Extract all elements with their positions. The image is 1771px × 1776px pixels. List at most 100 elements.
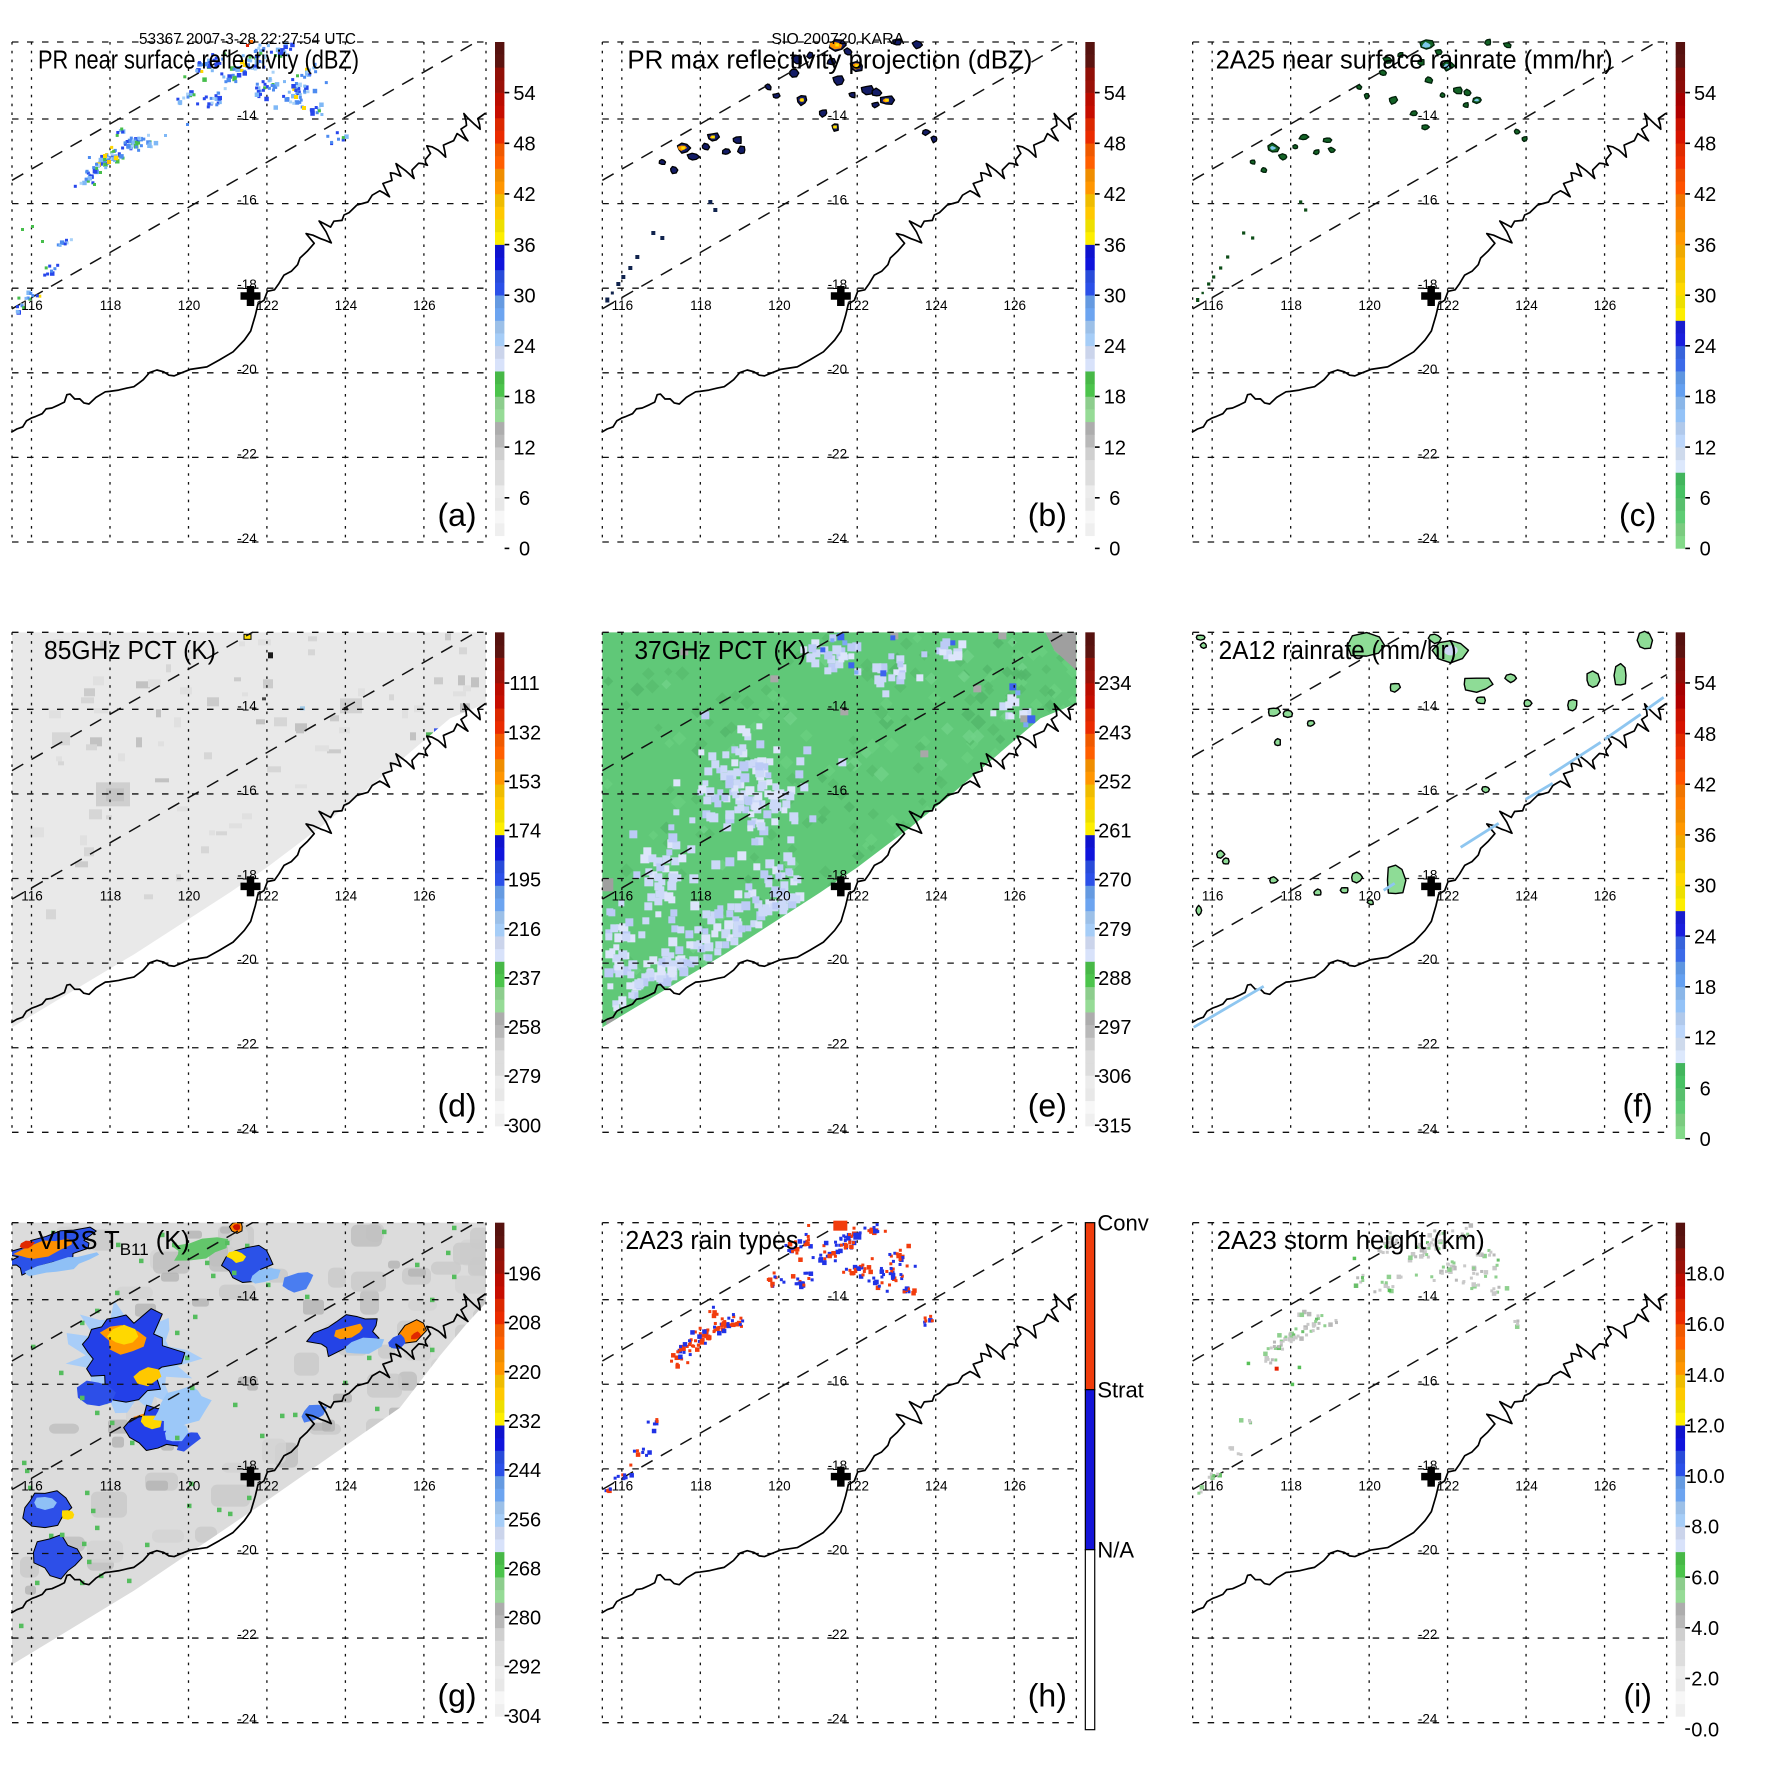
svg-text:297: 297 xyxy=(1098,1017,1131,1039)
svg-text:N/A: N/A xyxy=(1097,1538,1134,1563)
svg-text:2A25 near surface rainrate (mm: 2A25 near surface rainrate (mm/hr) xyxy=(1216,47,1613,75)
svg-text:220: 220 xyxy=(508,1362,541,1384)
svg-text:6.0: 6.0 xyxy=(1691,1567,1719,1589)
svg-text:24: 24 xyxy=(1694,926,1716,948)
svg-text:Conv: Conv xyxy=(1097,1211,1148,1236)
svg-text:315: 315 xyxy=(1098,1115,1131,1137)
svg-text:30: 30 xyxy=(1694,876,1716,898)
svg-text:36: 36 xyxy=(1104,235,1126,257)
svg-text:304: 304 xyxy=(508,1706,541,1728)
svg-text:279: 279 xyxy=(1098,919,1131,941)
svg-text:30: 30 xyxy=(1694,285,1716,307)
svg-text:195: 195 xyxy=(508,870,541,892)
svg-text:24: 24 xyxy=(1694,336,1716,358)
svg-text:42: 42 xyxy=(513,184,535,206)
svg-text:2A12 rainrate (mm/hr): 2A12 rainrate (mm/hr) xyxy=(1219,637,1457,665)
svg-text:232: 232 xyxy=(508,1411,541,1433)
svg-text:VIRS TB11 (K): VIRS TB11 (K) xyxy=(38,1227,190,1259)
svg-text:PR max reflectivity projection: PR max reflectivity projection (dBZ) xyxy=(627,47,1032,75)
svg-text:42: 42 xyxy=(1694,774,1716,796)
svg-text:252: 252 xyxy=(1098,772,1131,794)
svg-text:(e): (e) xyxy=(1028,1087,1067,1123)
svg-text:258: 258 xyxy=(508,1017,541,1039)
svg-text:14.0: 14.0 xyxy=(1686,1365,1725,1387)
svg-text:48: 48 xyxy=(513,134,535,156)
svg-text:36: 36 xyxy=(513,235,535,257)
svg-text:270: 270 xyxy=(1098,870,1131,892)
svg-text:18: 18 xyxy=(513,387,535,409)
svg-text:244: 244 xyxy=(508,1460,541,1482)
svg-text:53367 2007-3-28 22:27:54 UTC: 53367 2007-3-28 22:27:54 UTC xyxy=(139,31,356,48)
svg-text:279: 279 xyxy=(508,1066,541,1088)
svg-text:10.0: 10.0 xyxy=(1686,1466,1725,1488)
svg-text:0: 0 xyxy=(1700,539,1711,561)
svg-text:256: 256 xyxy=(508,1509,541,1531)
svg-text:PR near surface reflectivity (: PR near surface reflectivity (dBZ) xyxy=(38,47,359,75)
svg-text:6: 6 xyxy=(519,488,530,510)
svg-text:6: 6 xyxy=(1109,488,1120,510)
svg-text:(f): (f) xyxy=(1623,1087,1653,1123)
svg-text:24: 24 xyxy=(513,336,535,358)
svg-text:292: 292 xyxy=(508,1657,541,1679)
svg-text:6: 6 xyxy=(1700,488,1711,510)
svg-text:54: 54 xyxy=(513,83,535,105)
svg-text:(a): (a) xyxy=(437,497,476,533)
svg-text:(h): (h) xyxy=(1028,1678,1067,1714)
svg-text:243: 243 xyxy=(1098,722,1131,744)
svg-text:(i): (i) xyxy=(1623,1678,1651,1714)
svg-text:12: 12 xyxy=(1104,437,1126,459)
svg-text:132: 132 xyxy=(508,722,541,744)
svg-text:2A23 storm height (km): 2A23 storm height (km) xyxy=(1217,1227,1485,1255)
svg-text:261: 261 xyxy=(1098,821,1131,843)
svg-text:234: 234 xyxy=(1098,673,1131,695)
svg-text:288: 288 xyxy=(1098,968,1131,990)
svg-text:42: 42 xyxy=(1104,184,1126,206)
svg-text:300: 300 xyxy=(508,1115,541,1137)
svg-text:37GHz PCT (K): 37GHz PCT (K) xyxy=(634,637,806,665)
svg-text:111: 111 xyxy=(509,673,539,695)
svg-text:48: 48 xyxy=(1694,724,1716,746)
svg-text:24: 24 xyxy=(1104,336,1126,358)
svg-text:(b): (b) xyxy=(1028,497,1067,533)
svg-text:30: 30 xyxy=(513,285,535,307)
svg-text:54: 54 xyxy=(1694,83,1716,105)
svg-text:12: 12 xyxy=(1694,1028,1716,1050)
svg-text:SIO 200720 KARA: SIO 200720 KARA xyxy=(771,31,904,48)
svg-text:42: 42 xyxy=(1694,184,1716,206)
svg-text:36: 36 xyxy=(1694,235,1716,257)
svg-text:237: 237 xyxy=(508,968,541,990)
svg-text:196: 196 xyxy=(508,1264,541,1286)
svg-text:18.0: 18.0 xyxy=(1686,1263,1725,1285)
svg-text:18: 18 xyxy=(1694,387,1716,409)
svg-text:0: 0 xyxy=(1109,539,1120,561)
svg-text:18: 18 xyxy=(1694,977,1716,999)
svg-text:12: 12 xyxy=(513,437,535,459)
svg-text:8.0: 8.0 xyxy=(1691,1517,1719,1539)
svg-text:(c): (c) xyxy=(1619,497,1656,533)
svg-text:280: 280 xyxy=(508,1607,541,1629)
svg-text:2.0: 2.0 xyxy=(1691,1669,1719,1691)
svg-text:(g): (g) xyxy=(437,1678,476,1714)
svg-text:216: 216 xyxy=(508,919,541,941)
svg-text:12: 12 xyxy=(1694,437,1716,459)
svg-text:30: 30 xyxy=(1104,285,1126,307)
svg-text:0.0: 0.0 xyxy=(1691,1719,1719,1741)
svg-text:174: 174 xyxy=(508,821,541,843)
svg-text:0: 0 xyxy=(1700,1129,1711,1151)
svg-text:Strat: Strat xyxy=(1097,1378,1143,1403)
svg-text:85GHz PCT (K): 85GHz PCT (K) xyxy=(44,637,216,665)
svg-text:4.0: 4.0 xyxy=(1691,1618,1719,1640)
svg-text:0: 0 xyxy=(519,539,530,561)
svg-text:(d): (d) xyxy=(437,1087,476,1123)
svg-text:268: 268 xyxy=(508,1558,541,1580)
svg-text:306: 306 xyxy=(1098,1066,1131,1088)
svg-text:36: 36 xyxy=(1694,825,1716,847)
svg-text:208: 208 xyxy=(508,1313,541,1335)
svg-text:18: 18 xyxy=(1104,387,1126,409)
svg-text:54: 54 xyxy=(1104,83,1126,105)
svg-text:12.0: 12.0 xyxy=(1686,1415,1725,1437)
svg-text:48: 48 xyxy=(1104,134,1126,156)
svg-text:6: 6 xyxy=(1700,1078,1711,1100)
svg-text:54: 54 xyxy=(1694,673,1716,695)
svg-text:2A23 rain types: 2A23 rain types xyxy=(625,1227,798,1255)
